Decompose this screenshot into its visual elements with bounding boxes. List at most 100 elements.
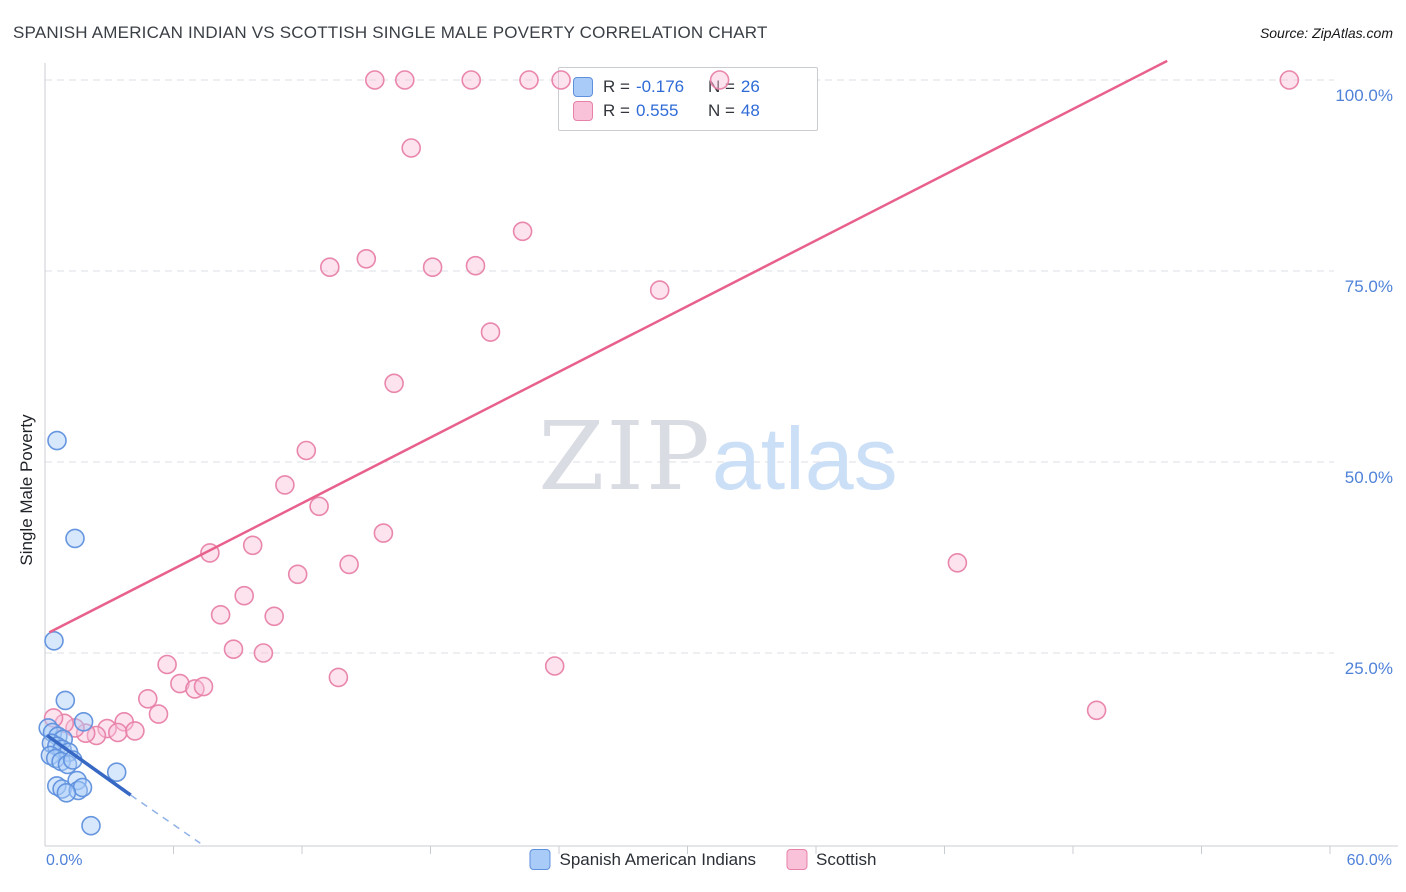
- scatter-point: [48, 726, 68, 747]
- scatter-point: [275, 475, 295, 495]
- scatter-point: [67, 770, 87, 791]
- scatter-point: [170, 673, 190, 694]
- watermark-atlas-text: atlas: [711, 409, 898, 508]
- x-axis-min-label: 0.0%: [46, 852, 83, 869]
- scatter-point: [68, 780, 88, 801]
- scatter-point: [1086, 700, 1107, 721]
- scatter-point: [649, 280, 670, 300]
- n-value: 48: [740, 101, 760, 121]
- scatter-point: [384, 373, 404, 394]
- scatter-point: [55, 690, 76, 711]
- scatter-point: [75, 723, 96, 744]
- scatter-point: [38, 718, 59, 738]
- scatter-point: [53, 729, 74, 750]
- scatter-point: [65, 718, 85, 738]
- scatter-point: [422, 257, 443, 278]
- scatter-point: [461, 70, 482, 90]
- bottom-legend: Spanish American Indians Scottish: [529, 849, 877, 870]
- scatter-point: [108, 722, 128, 743]
- scatter-point: [519, 70, 539, 90]
- scatter-point: [544, 656, 565, 676]
- y-tick-label-50: 50.0%: [1344, 468, 1393, 487]
- scatter-point: [51, 751, 71, 772]
- scatter-point: [319, 257, 340, 278]
- scatter-point: [193, 676, 214, 697]
- scatter-point: [309, 496, 329, 517]
- pink-series-swatch-icon: [786, 849, 808, 870]
- scatter-point: [56, 782, 77, 803]
- scatter-point: [41, 733, 62, 754]
- scatter-point: [210, 604, 231, 625]
- scatter-point: [185, 679, 205, 699]
- scatter-point: [114, 711, 134, 732]
- scatter-point: [138, 688, 158, 709]
- scatter-point: [86, 725, 107, 746]
- scatter-point: [364, 70, 385, 90]
- zipatlas-watermark: ZIPatlas: [538, 402, 897, 512]
- scatter-point: [73, 711, 94, 732]
- scatter-point: [106, 762, 127, 783]
- y-tick-label-100: 100.0%: [1335, 86, 1393, 105]
- n-value: 26: [740, 76, 760, 96]
- scatter-point: [44, 630, 64, 651]
- scatter-point: [72, 777, 93, 798]
- scatter-point: [125, 721, 145, 741]
- y-tick-label-25: 25.0%: [1344, 659, 1393, 678]
- page-title: SPANISH AMERICAN INDIAN VS SCOTTISH SING…: [13, 23, 768, 42]
- legend-item-spanish-american-indians: Spanish American Indians: [529, 849, 756, 870]
- scatter-point: [65, 528, 85, 549]
- legend-item-label: Scottish: [816, 849, 877, 869]
- scatter-point: [63, 750, 83, 770]
- scatter-point: [401, 138, 422, 158]
- scatter-point: [47, 430, 67, 451]
- scatter-point: [296, 440, 317, 461]
- scatter-point: [52, 779, 72, 799]
- scatter-point: [148, 704, 169, 724]
- scatter-point: [81, 815, 101, 836]
- scatter-point: [512, 221, 533, 242]
- correlation-legend-box: R = -0.176 N = 26 R = 0.555 N = 48: [558, 67, 818, 131]
- scatter-point: [42, 722, 63, 743]
- scatter-point: [46, 736, 67, 757]
- blue-series-swatch-icon: [529, 849, 551, 870]
- scatter-point: [253, 643, 274, 663]
- scatter-point: [242, 535, 263, 556]
- y-axis-title: Single Male Poverty: [17, 414, 36, 566]
- scatter-point: [40, 745, 61, 766]
- x-axis-max-label: 60.0%: [1346, 852, 1392, 869]
- scatter-point: [45, 748, 66, 769]
- scatter-point: [465, 255, 486, 276]
- legend-row-spanish-american-indians: R = -0.176 N = 26: [573, 76, 803, 97]
- scatter-point: [328, 667, 349, 688]
- source-link[interactable]: Source: ZipAtlas.com: [1259, 25, 1393, 41]
- trend-line: [130, 794, 201, 844]
- scatter-point: [234, 585, 254, 606]
- legend-row-scottish: R = 0.555 N = 48: [573, 101, 803, 122]
- scatter-point: [200, 543, 220, 563]
- watermark-zip-text: ZIP: [538, 402, 712, 512]
- blue-series-swatch-icon: [573, 76, 593, 97]
- scatter-point: [264, 606, 285, 627]
- y-tick-label-75: 75.0%: [1344, 277, 1393, 296]
- r-value: -0.176: [635, 76, 685, 96]
- scatter-point: [46, 776, 67, 796]
- r-label: R =: [603, 76, 630, 96]
- scatter-point: [287, 564, 308, 585]
- r-label: R =: [603, 101, 630, 121]
- scatter-point: [58, 742, 79, 763]
- scatter-point: [57, 754, 78, 775]
- scatter-point: [356, 248, 377, 269]
- pink-series-swatch-icon: [573, 101, 593, 122]
- n-label: N =: [707, 76, 735, 96]
- legend-item-scottish: Scottish: [786, 849, 877, 870]
- scatter-point: [52, 739, 72, 760]
- scatter-point: [157, 654, 177, 675]
- n-label: N =: [707, 101, 735, 121]
- scatter-point: [223, 639, 244, 660]
- scatter-point: [97, 718, 117, 739]
- scatter-point: [394, 70, 415, 90]
- trend-line: [48, 59, 1168, 634]
- scatter-point: [947, 552, 968, 573]
- scatter-point: [43, 708, 64, 728]
